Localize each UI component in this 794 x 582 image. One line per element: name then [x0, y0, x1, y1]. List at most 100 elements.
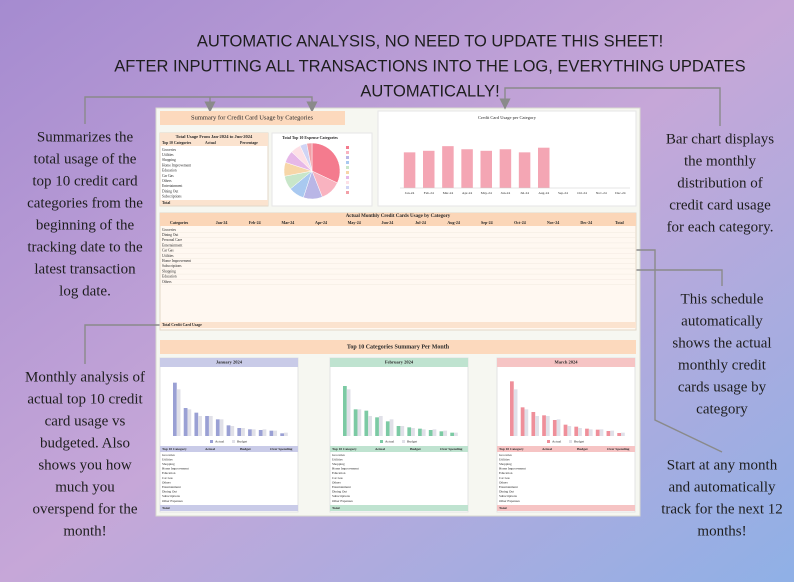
row-label: Shopping: [332, 462, 345, 466]
legend-label: Actual: [385, 439, 394, 443]
bar: [198, 416, 202, 436]
section-title: Top 10 Categories Summary Per Month: [347, 344, 450, 350]
row-label: Shopping: [162, 269, 176, 273]
bar: [176, 389, 181, 436]
connector: [84, 96, 318, 124]
row-label: Subscriptions: [332, 494, 351, 498]
legend-label: Budget: [237, 439, 247, 443]
annotation: Start at any month: [667, 457, 778, 473]
annotation: actual top 10 credit: [27, 391, 143, 407]
bar: [219, 419, 224, 436]
row-label: Car Gas: [162, 249, 174, 253]
bar: [407, 427, 412, 436]
legend-swatch: [569, 440, 572, 443]
bar: [251, 429, 256, 436]
column-header: Over Spending: [440, 447, 463, 451]
bar: [510, 381, 514, 436]
annotation: much you: [55, 479, 115, 495]
legend-swatch: [402, 440, 405, 443]
content: AUTOMATIC ANALYSIS, NO NEED TO UPDATE TH…: [25, 32, 783, 539]
row-label: Entertainment: [499, 485, 518, 489]
row-label: Entertainment: [162, 243, 182, 247]
bar: [215, 419, 220, 436]
bar: [353, 409, 358, 436]
bar: [396, 426, 401, 436]
bar: [538, 147, 550, 188]
bar: [454, 432, 458, 436]
bar: [269, 430, 274, 436]
panel-title: February 2024: [385, 360, 414, 365]
bar: [173, 382, 177, 436]
column-header: Dec-24: [580, 220, 592, 225]
bar: [563, 424, 568, 436]
total-row: [330, 505, 468, 511]
pie-slice: [311, 142, 341, 184]
row-label: Entertainment: [162, 485, 181, 489]
panel-header: [330, 358, 468, 367]
bar: [280, 433, 285, 436]
bar: [346, 389, 351, 436]
x-tick-label: Feb-24: [424, 191, 434, 195]
bar: [439, 431, 444, 436]
bar: [423, 150, 435, 188]
annotation: Bar chart displays: [666, 131, 774, 147]
table-header: [160, 446, 298, 452]
bar: [617, 433, 622, 436]
column-header: Mar-24: [282, 220, 295, 225]
row-label: Personal Care: [162, 238, 182, 242]
bar: [567, 426, 572, 436]
row-label: Education: [499, 471, 513, 475]
annotation: latest transaction: [34, 261, 136, 277]
row-label: Groceries: [332, 453, 346, 457]
row-label: Groceries: [162, 228, 177, 232]
bar: [520, 407, 525, 436]
row-label: Others: [162, 480, 172, 484]
bar: [513, 389, 518, 436]
bar: [556, 419, 561, 436]
column-header: Actual: [375, 447, 385, 451]
row-label: Shopping: [499, 462, 512, 466]
bar: [368, 416, 372, 436]
x-tick-label: Dec-24: [615, 191, 626, 195]
bar: [284, 432, 288, 436]
annotation: card usage vs: [45, 413, 126, 429]
bar: [599, 429, 604, 436]
bar-title: Credit Card Usage per Category: [478, 115, 537, 120]
annotation: cards usage by: [678, 379, 767, 395]
legend-swatch: [380, 440, 383, 443]
bar: [595, 429, 600, 436]
legend-swatch: [346, 181, 349, 184]
total-label: Total: [162, 506, 170, 510]
column-header: Top 10 Category: [499, 447, 524, 451]
row-label: Others: [499, 480, 509, 484]
annotation: Summarizes the: [37, 129, 134, 145]
bar: [588, 429, 593, 436]
headline: AUTOMATICALLY!: [360, 82, 499, 100]
bar: [403, 152, 416, 188]
x-tick-label: Jan-24: [405, 191, 415, 195]
row-label: Utilities: [332, 457, 343, 461]
x-tick-label: Mar-24: [443, 191, 454, 195]
row-label: Car Gas: [332, 476, 343, 480]
column-header: Actual: [205, 141, 216, 145]
annotation: distribution of: [677, 175, 762, 191]
column-header: Jan-24: [216, 220, 228, 225]
column-header: Feb-24: [249, 220, 261, 225]
column-header: Apr-24: [315, 220, 327, 225]
column-header: Percentage: [240, 141, 258, 145]
table-title: Total Usage From Jan-2024 to Jun-2024: [176, 134, 253, 139]
row-label: Utilities: [499, 457, 510, 461]
bar: [606, 431, 611, 436]
bar: [226, 425, 231, 436]
bar: [428, 430, 433, 436]
column-header: Aug-24: [447, 220, 459, 225]
annotation: credit card usage: [669, 197, 771, 213]
bar: [364, 410, 369, 436]
row-label: Entertainment: [162, 184, 182, 188]
bar: [241, 428, 245, 436]
row-label: Car Gas: [162, 174, 174, 178]
table-bg: [159, 212, 637, 331]
x-tick-label: Oct-24: [577, 191, 587, 195]
annotation: Monthly analysis of: [25, 369, 145, 385]
bar: [421, 429, 426, 436]
